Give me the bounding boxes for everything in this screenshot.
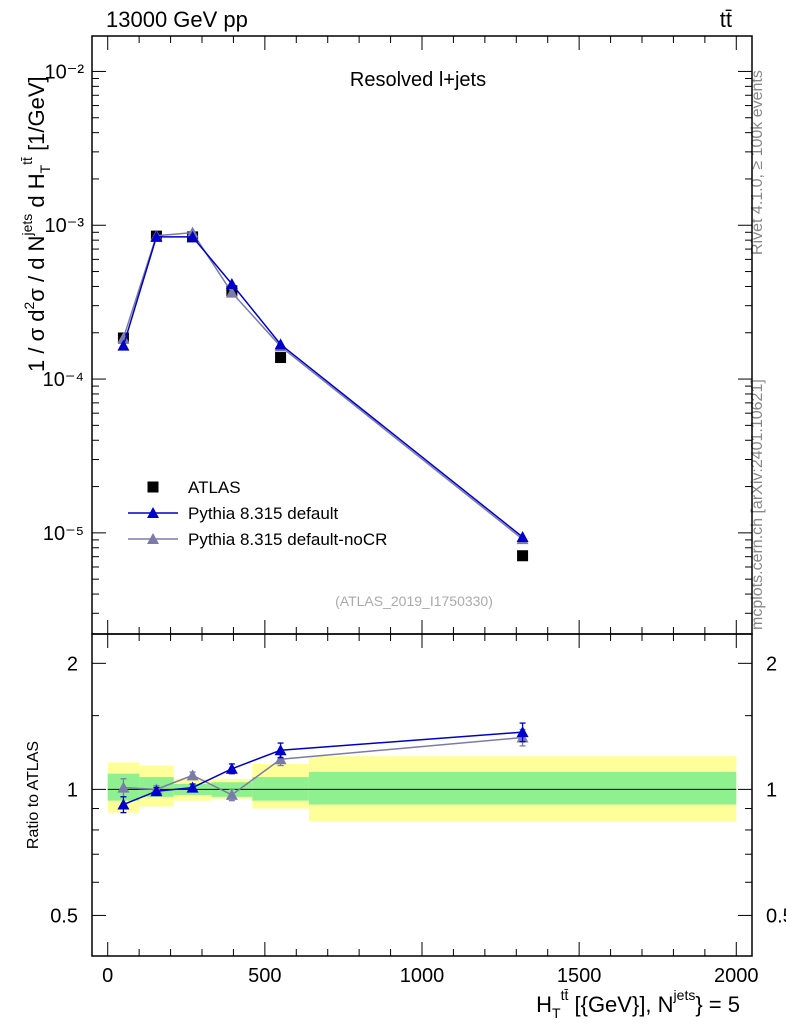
ratio-x-tick-label: 0 [102,965,113,987]
legend-label: Pythia 8.315 default-noCR [188,530,387,549]
ratio-default-point [516,726,529,738]
legend-label: Pythia 8.315 default [188,504,339,523]
header-left-label: 13000 GeV pp [106,7,248,32]
main-y-axis-label: 1 / σ d2σ / d Njets d HTtt̄ [1/GeV] [19,76,53,372]
main-point [117,331,130,343]
main-point [186,230,199,242]
main-point-atlas [517,550,529,562]
svg-text:1 / σ d2σ / d Njets d HTtt̄ [1: 1 / σ d2σ / d Njets d HTtt̄ [1/GeV] [19,76,53,372]
svg-text:HTtt̄ [{GeV}], Njets} = 5: HTtt̄ [{GeV}], Njets} = 5 [536,987,740,1021]
mcplots-label: mcplots.cern.ch [arXiv:2401.10621] [749,379,766,630]
ratio-y-tick-label: 1 [67,779,78,801]
legend-marker-atlas [147,481,159,493]
ratio-panel: 0.5 0.5 1 1 2 2 0 500 1000 1500 2000 Ratio to ATLA… [25,633,786,1021]
main-y-tick-label: 10⁻⁵ [43,523,84,545]
ratio-stat-band [252,777,309,801]
main-y-tick-label: 10⁻⁴ [43,369,84,391]
x-axis-label: HTtt̄ [{GeV}], Njets} = 5 [536,987,740,1021]
chart-title: Resolved l+jets [350,69,486,91]
rivet-label: Rivet 4.1.0, ≥ 100k events [749,70,766,255]
ratio-bands [107,756,737,822]
ratio-y-tick-label-right: 0.5 [766,905,786,927]
ratio-x-tick-label: 1000 [400,965,445,987]
main-point-atlas [275,352,287,364]
main-point [117,339,130,351]
ratio-default-line [123,731,523,806]
ratio-y-axis-label: Ratio to ATLAS [25,741,42,849]
ratio-nocr-line [123,736,523,796]
legend-marker [147,507,159,518]
main-axes: 10⁻⁵ 10⁻⁴ 10⁻³ 10⁻² [43,35,753,635]
ratio-default-point [186,781,199,793]
main-point [150,230,163,242]
ratio-default-point [225,762,238,774]
main-series-group [117,226,529,562]
main-line-pythia-8-315-default [122,236,524,538]
ratio-default-point [150,785,163,797]
legend: ATLAS Pythia 8.315 default Pythia 8.315 de… [128,478,387,549]
ratio-default-point [117,798,130,810]
main-line-pythia-8-315-default-nocr [122,231,524,540]
main-point [516,530,529,542]
ratio-y-tick-label: 2 [67,653,78,675]
header-right-label: tt̄ [720,7,732,32]
ratio-y-tick-label: 0.5 [50,905,78,927]
ratio-x-tick-label: 2000 [714,965,759,987]
ratio-nocr-point [274,753,287,765]
analysis-id-label: (ATLAS_2019_I1750330) [335,593,493,609]
ratio-x-tick-label: 500 [248,965,281,987]
main-panel: 10⁻⁵ 10⁻⁴ 10⁻³ 10⁻² Resolved l+jets (ATLAS_… [19,35,753,635]
ratio-nocr-point [117,781,130,793]
main-y-tick-label: 10⁻² [45,61,85,83]
ratio-x-tick-label: 1500 [557,965,602,987]
ratio-default-point [274,744,287,756]
main-y-tick-label: 10⁻³ [45,215,85,237]
main-point [225,286,238,298]
main-point [274,338,287,350]
legend-label: ATLAS [188,478,241,497]
ratio-axes: 0.5 0.5 1 1 2 2 0 500 1000 1500 2000 [50,633,786,987]
ratio-stat-band [308,772,737,805]
ratio-nocr-point [225,788,238,800]
ratio-y-tick-label-right: 2 [766,653,777,675]
main-point [225,277,238,289]
ratio-y-tick-label-right: 1 [766,779,777,801]
ratio-nocr-point [186,769,199,781]
ratio-series-group [117,722,529,814]
legend-marker [147,533,159,544]
